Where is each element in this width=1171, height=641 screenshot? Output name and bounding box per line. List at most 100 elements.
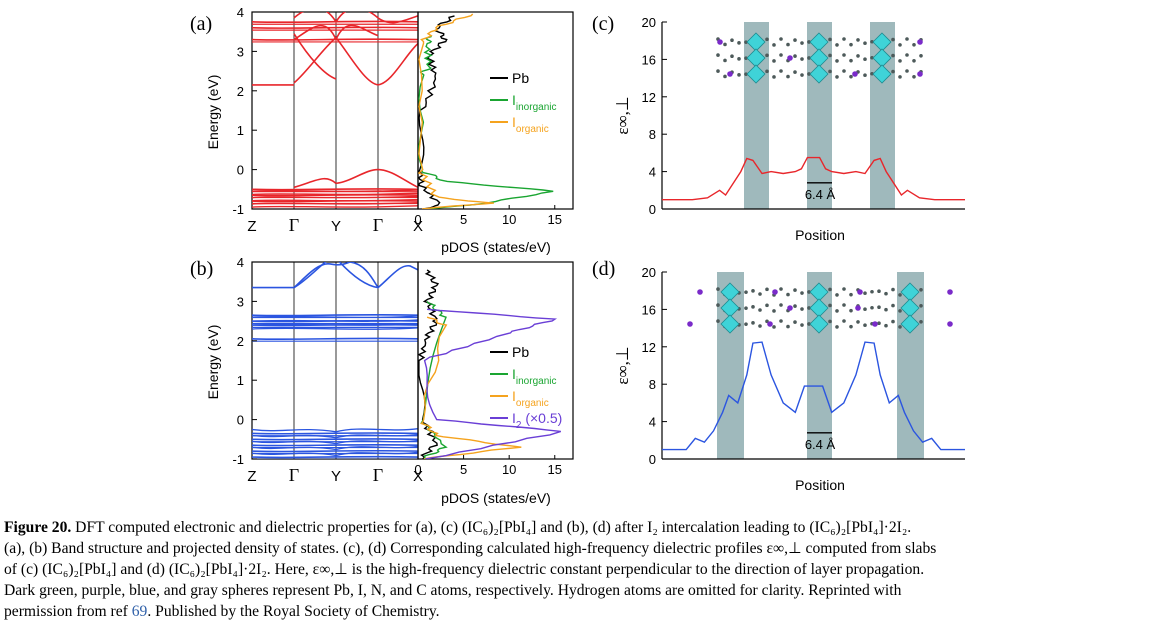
y-tick-label: 12	[642, 90, 656, 105]
carbon-atom	[905, 53, 909, 57]
carbon-atom	[730, 38, 734, 43]
iodine-atom	[855, 305, 861, 311]
carbon-atom	[835, 309, 839, 313]
y-axis-label-b: Energy (eV)	[205, 325, 221, 400]
carbon-atom	[786, 324, 790, 329]
flat-band	[252, 38, 418, 41]
y-tick-label: 0	[237, 163, 244, 178]
carbon-atom	[744, 72, 748, 76]
carbon-atom	[849, 74, 853, 79]
caption-line-3: of (c) (IC₆)₂[PbI₄] and (d) (IC₆)₂[PbI₄]…	[4, 561, 925, 578]
iodine-atom	[787, 55, 793, 61]
iodine-atom	[717, 39, 723, 45]
y-tick-label: 20	[642, 15, 656, 30]
carbon-atom	[793, 304, 797, 308]
carbon-atom	[856, 320, 860, 324]
x-tick-label: 15	[548, 462, 562, 477]
scale-bar-label: 6.4 Å	[805, 437, 836, 452]
carbon-atom	[891, 287, 895, 292]
carbon-atom	[884, 291, 888, 296]
y-tick-label: 4	[237, 5, 244, 20]
carbon-atom	[800, 41, 804, 45]
band	[293, 177, 337, 189]
carbon-atom	[891, 319, 895, 324]
band	[252, 195, 418, 199]
y-tick-label: 8	[649, 127, 656, 142]
carbon-atom	[800, 57, 804, 61]
dielectric-profile-c: 20 16 12 8 4 0 6.4 Å Position ε∞,⊥	[613, 15, 965, 243]
carbon-atom	[807, 306, 811, 310]
carbon-atom	[786, 74, 790, 79]
carbon-atom	[751, 305, 755, 309]
band-structure-b	[251, 261, 419, 460]
y-tick-label: -1	[232, 452, 244, 467]
carbon-atom	[793, 54, 797, 58]
carbon-atom	[744, 40, 748, 44]
band	[293, 36, 337, 84]
pbi6-octahedron	[809, 314, 829, 334]
carbon-atom	[919, 319, 923, 324]
carbon-atom	[870, 39, 874, 44]
x-tick-label: 15	[548, 212, 562, 227]
carbon-atom	[898, 59, 902, 63]
carbon-atom	[807, 72, 811, 76]
carbon-atom	[835, 325, 839, 329]
carbon-atom	[793, 288, 797, 292]
iodine-atom	[947, 321, 953, 327]
flat-band	[252, 26, 418, 29]
carbon-atom	[849, 42, 853, 47]
pdos-series-3	[423, 308, 562, 459]
pdos-frame-a	[417, 11, 574, 210]
carbon-atom	[751, 289, 755, 293]
carbon-atom	[716, 303, 720, 307]
iodine-atom	[872, 321, 878, 327]
carbon-atom	[772, 43, 776, 47]
carbon-atom	[737, 57, 741, 61]
flat-band	[252, 313, 418, 317]
carbon-atom	[772, 309, 776, 313]
legend-label: Iorganic	[512, 114, 549, 135]
reference-link[interactable]: 69	[131, 603, 148, 620]
carbon-atom	[807, 290, 811, 294]
y-axis-label: ε∞,⊥	[613, 96, 632, 134]
y-tick-label: 4	[649, 415, 656, 430]
band	[338, 262, 379, 289]
carbon-atom	[772, 59, 776, 63]
carbon-atom	[842, 53, 846, 57]
pdos-a	[418, 13, 554, 209]
legend-label: Iinorganic	[512, 92, 556, 113]
carbon-atom	[898, 309, 902, 313]
y-axis-label-a: Energy (eV)	[205, 75, 221, 150]
y-tick-label: 0	[649, 452, 656, 467]
carbon-atom	[835, 293, 839, 297]
iodine-atom	[787, 305, 793, 311]
carbon-atom	[730, 54, 734, 59]
carbon-atom	[737, 41, 741, 45]
carbon-atom	[772, 75, 776, 79]
band	[252, 315, 418, 318]
carbon-atom	[919, 287, 923, 292]
carbon-atom	[828, 303, 832, 308]
pdos-series-1	[420, 300, 448, 459]
flat-band	[252, 337, 418, 341]
y-ticks-a: 4 3 2 1 0 -1	[232, 5, 257, 217]
band	[252, 201, 418, 205]
legend-label: Iinorganic	[512, 366, 556, 387]
band	[293, 262, 418, 289]
band	[335, 168, 418, 189]
kpoint-label: Γ	[289, 215, 299, 235]
y-tick-label: 2	[237, 334, 244, 349]
dielectric-curve	[662, 156, 965, 201]
carbon-atom	[758, 308, 762, 312]
x-tick-label: 10	[502, 462, 516, 477]
kpoint-label: X	[413, 468, 423, 485]
iodine-atom	[917, 71, 923, 77]
carbon-atom	[737, 73, 741, 77]
flat-band	[252, 455, 418, 459]
carbon-atom	[723, 58, 727, 63]
carbon-atom	[835, 43, 839, 47]
carbon-atom	[828, 69, 832, 74]
carbon-atom	[779, 287, 783, 291]
carbon-atom	[898, 43, 902, 47]
